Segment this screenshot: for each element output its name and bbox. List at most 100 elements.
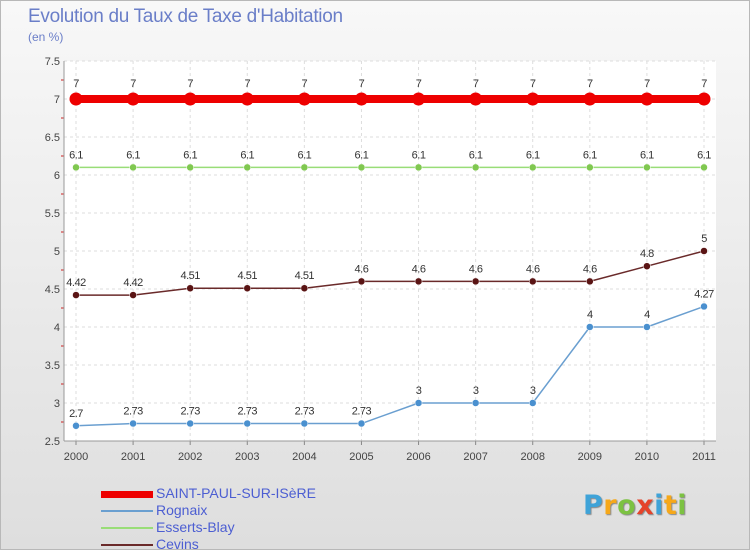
data-point bbox=[69, 92, 83, 106]
series-line bbox=[75, 305, 705, 427]
legend-swatch bbox=[101, 527, 153, 529]
y-tick-label: 4.5 bbox=[45, 284, 60, 296]
data-label: 7 bbox=[530, 78, 536, 90]
y-tick-label: 5 bbox=[54, 246, 60, 258]
data-label: 5 bbox=[701, 233, 707, 245]
data-point bbox=[186, 419, 194, 428]
x-tick-label: 2007 bbox=[463, 451, 487, 463]
data-point bbox=[471, 399, 480, 407]
data-point bbox=[129, 291, 137, 299]
x-tick-label: 2004 bbox=[292, 451, 316, 463]
data-point bbox=[243, 419, 252, 428]
data-label: 6.1 bbox=[469, 149, 483, 161]
y-tick-label: 3.5 bbox=[45, 360, 60, 372]
data-label: 6.1 bbox=[640, 149, 654, 161]
data-label: 2.73 bbox=[238, 406, 258, 418]
data-point bbox=[186, 284, 194, 292]
data-label: 4.51 bbox=[238, 270, 258, 282]
data-point bbox=[528, 163, 537, 172]
data-label: 4.27 bbox=[694, 288, 714, 300]
data-label: 6.1 bbox=[183, 149, 197, 161]
x-tick-label: 2003 bbox=[235, 451, 259, 463]
series-cevins: 4.42 4.42 4.51 4.51 4.51 4.6 4.6 4.6 4.6 4.6 4.8 5 bbox=[66, 233, 708, 299]
data-point bbox=[414, 399, 423, 407]
data-label: 7 bbox=[359, 78, 365, 90]
data-label: 7 bbox=[701, 78, 707, 90]
x-tick-label: 2002 bbox=[178, 451, 202, 463]
data-label: 3 bbox=[473, 385, 479, 397]
data-label: 2.7 bbox=[69, 408, 83, 420]
data-point bbox=[469, 92, 483, 106]
x-tick-label: 2001 bbox=[121, 451, 145, 463]
y-tick-label: 7.5 bbox=[45, 56, 60, 68]
data-label: 4.6 bbox=[355, 263, 369, 275]
x-tick-label: 2006 bbox=[406, 451, 430, 463]
data-point bbox=[183, 92, 197, 106]
data-point bbox=[414, 163, 423, 172]
x-tick-label: 2005 bbox=[349, 451, 373, 463]
y-tick-label: 2.5 bbox=[45, 436, 60, 448]
data-label: 6.1 bbox=[697, 149, 711, 161]
data-point bbox=[129, 419, 137, 428]
data-label: 4.42 bbox=[123, 277, 143, 289]
x-tick-label: 2008 bbox=[520, 451, 544, 463]
data-label: 7 bbox=[587, 78, 593, 90]
data-point bbox=[528, 277, 537, 286]
data-label: 2.73 bbox=[123, 406, 143, 418]
data-point bbox=[72, 163, 80, 172]
data-label: 7 bbox=[302, 78, 308, 90]
data-label: 6.1 bbox=[526, 149, 540, 161]
data-label: 6.1 bbox=[355, 149, 369, 161]
data-point bbox=[300, 284, 309, 292]
data-point bbox=[357, 163, 366, 172]
legend-swatch bbox=[101, 510, 153, 512]
data-point bbox=[72, 422, 80, 430]
data-label: 7 bbox=[73, 78, 79, 90]
data-point bbox=[414, 277, 423, 286]
y-tick-label: 7 bbox=[54, 94, 60, 106]
data-point bbox=[72, 291, 80, 299]
data-point bbox=[129, 163, 137, 172]
data-label: 4.6 bbox=[469, 263, 483, 275]
data-point bbox=[700, 247, 708, 255]
data-label: 4.51 bbox=[180, 270, 200, 282]
logo-letter: r bbox=[603, 490, 618, 521]
data-point bbox=[700, 163, 708, 172]
data-label: 2.73 bbox=[295, 406, 315, 418]
data-label: 6.1 bbox=[583, 149, 597, 161]
data-point bbox=[471, 277, 480, 286]
data-point bbox=[354, 92, 368, 106]
logo-letter: o bbox=[617, 490, 637, 521]
data-label: 3 bbox=[530, 385, 536, 397]
logo-letter: t bbox=[663, 490, 678, 521]
data-point bbox=[586, 163, 594, 172]
data-label: 4 bbox=[587, 309, 593, 321]
series-saint-paul-sur-is-re: 7 7 7 7 7 7 7 7 7 7 7 7 bbox=[69, 78, 711, 106]
data-point bbox=[640, 92, 654, 106]
series-line bbox=[76, 250, 705, 296]
series-rognaix: 2.7 2.73 2.73 2.73 2.73 2.73 3 3 3 4 4 4.27 bbox=[69, 288, 715, 430]
data-point bbox=[697, 92, 711, 106]
data-label: 7 bbox=[130, 78, 136, 90]
data-point bbox=[240, 92, 254, 106]
proxiti-logo: Proxiti bbox=[583, 490, 687, 521]
data-label: 4.42 bbox=[66, 277, 86, 289]
x-tick-label: 2010 bbox=[635, 451, 659, 463]
y-tick-label: 5.5 bbox=[45, 208, 60, 220]
legend-label: Esserts-Blay bbox=[156, 519, 235, 535]
data-label: 2.73 bbox=[180, 406, 200, 418]
legend-label: SAINT-PAUL-SUR-ISèRE bbox=[156, 485, 316, 501]
x-tick-label: 2011 bbox=[692, 451, 716, 463]
data-label: 7 bbox=[244, 78, 250, 90]
data-point bbox=[297, 92, 311, 106]
legend-label: Cevins bbox=[156, 536, 199, 550]
legend-swatch bbox=[101, 490, 153, 498]
data-label: 7 bbox=[416, 78, 422, 90]
data-label: 3 bbox=[416, 385, 422, 397]
data-label: 7 bbox=[473, 78, 479, 90]
legend-label: Rognaix bbox=[156, 502, 208, 518]
data-point bbox=[528, 399, 537, 407]
x-tick-label: 2000 bbox=[64, 451, 88, 463]
data-label: 2.73 bbox=[352, 406, 372, 418]
legend-swatch bbox=[101, 544, 153, 546]
